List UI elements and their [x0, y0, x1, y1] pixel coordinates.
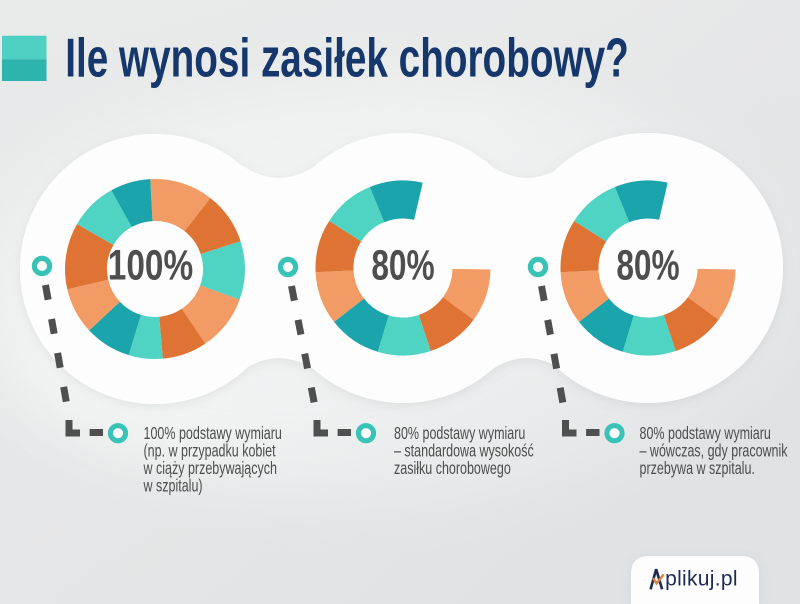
svg-text:80%: 80%	[616, 241, 679, 289]
svg-text:Ile wynosi zasiłek chorobowy?: Ile wynosi zasiłek chorobowy?	[65, 28, 629, 89]
svg-text:80% podstawy wymiaru– standard: 80% podstawy wymiaru – standardowa wysoko…	[394, 424, 534, 479]
svg-text:80% podstawy wymiaru– wówczas,: 80% podstawy wymiaru – wówczas, gdy praco…	[640, 424, 788, 479]
svg-text:100%: 100%	[108, 243, 193, 290]
svg-text:100% podstawy wymiaru(np. w pr: 100% podstawy wymiaru (np. w przypadku ko…	[143, 424, 282, 496]
svg-text:80%: 80%	[371, 241, 434, 289]
svg-text:plikuj.pl: plikuj.pl	[665, 568, 738, 591]
